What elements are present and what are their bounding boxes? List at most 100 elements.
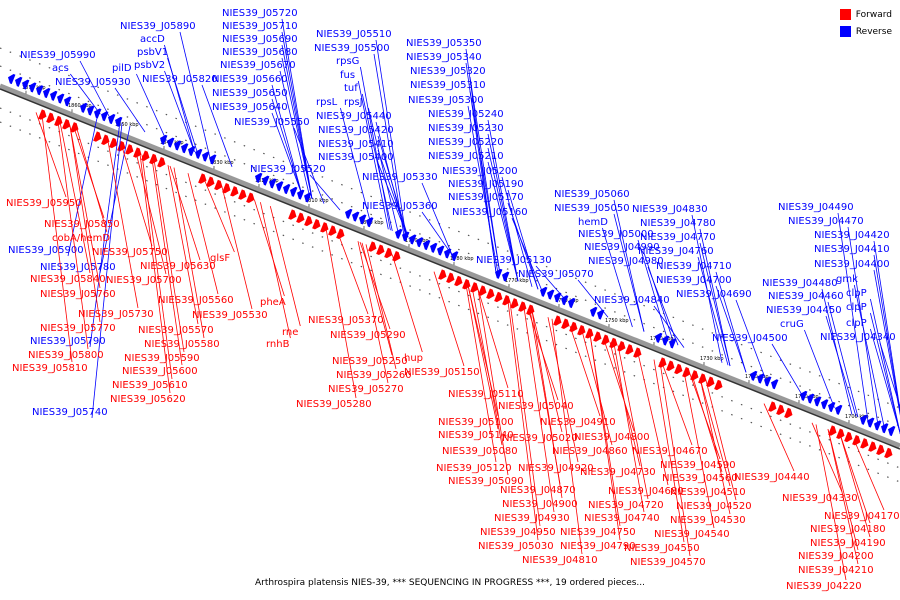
forward-leader-line [603, 339, 635, 432]
forward-gene-label: NIES39_J05950 [6, 198, 82, 209]
reverse-gene-label: NIES39_J05000 [578, 229, 654, 240]
forward-gene-arrow [54, 115, 63, 127]
reverse-gene-arrow [874, 420, 882, 431]
reverse-gene-label: NIES39_J05740 [32, 407, 108, 418]
reverse-gene-label: NIES39_J04400 [814, 259, 890, 270]
forward-gene-arrow [246, 192, 255, 203]
forward-gene-label: pheA [260, 297, 286, 308]
forward-gene-label: NIES39_J04740 [584, 513, 660, 524]
forward-gene-arrow [93, 131, 102, 142]
forward-gene-arrow [109, 137, 118, 149]
reverse-leader-line [853, 284, 885, 428]
reverse-gene-label: pilD [112, 63, 132, 74]
reverse-leader-line [99, 125, 131, 274]
forward-gene-arrow [296, 212, 305, 223]
forward-leader-line [551, 318, 583, 555]
reverse-leader-line [487, 161, 519, 282]
reverse-gene-label: NIES39_J05710 [222, 21, 298, 32]
forward-gene-label: NIES39_J05580 [144, 339, 220, 350]
forward-leader-line [637, 353, 669, 486]
reverse-leader-line [602, 227, 633, 328]
forward-gene-label: cobA/hemD [52, 233, 110, 244]
forward-leader-line [359, 241, 391, 330]
forward-leader-line [433, 271, 465, 367]
reverse-leader-line [870, 312, 900, 435]
reverse-leader-line [69, 73, 101, 115]
forward-leader-line [221, 186, 253, 310]
tick-label: 1720 kbp [745, 374, 769, 380]
reverse-gene-label: NIES39_J04690 [676, 289, 752, 300]
forward-leader-line [173, 167, 205, 339]
reverse-leader-line [79, 60, 111, 119]
forward-gene-label: NIES39_J04860 [552, 446, 628, 457]
reverse-leader-line [114, 87, 146, 133]
forward-gene-label: glsF [210, 253, 230, 264]
tick-label: 1800 kbp [360, 220, 384, 226]
forward-gene-label: NIES39_J04180 [810, 524, 886, 535]
forward-leader-line [827, 429, 859, 551]
tick-label: 1770 kbp [505, 278, 529, 284]
reverse-gene-arrow [262, 175, 270, 186]
legend-swatch-reverse [839, 26, 851, 37]
reverse-leader-line [613, 199, 645, 332]
reverse-leader-line [879, 342, 900, 408]
reverse-leader-line [271, 98, 303, 195]
reverse-gene-label: NIES39_J04700 [656, 275, 732, 286]
tick-label: 1740 kbp [650, 336, 674, 342]
reverse-gene-label: NIES39_J05060 [554, 189, 630, 200]
reverse-gene-label: NIES39_J05790 [30, 336, 106, 347]
forward-leader-line [839, 433, 871, 524]
reverse-gene-label: psbV1 [137, 47, 168, 58]
forward-leader-line [269, 206, 301, 327]
forward-gene-label: NIES39_J04950 [480, 527, 556, 538]
forward-leader-line [589, 333, 621, 541]
tick-label: 1750 kbp [605, 318, 629, 324]
forward-gene-label: NIES39_J05700 [106, 275, 182, 286]
forward-leader-line [811, 422, 843, 493]
reverse-leader-line [873, 269, 900, 416]
forward-gene-arrow [312, 218, 321, 230]
reverse-leader-line [715, 285, 747, 373]
reverse-gene-arrow [108, 114, 116, 125]
reverse-gene-arrow [64, 96, 72, 107]
forward-gene-arrow [617, 340, 626, 352]
forward-leader-line [471, 286, 503, 446]
forward-gene-label: rnhB [266, 339, 290, 350]
forward-leader-line [653, 359, 685, 543]
reverse-leader-line [89, 121, 121, 348]
forward-gene-arrow [336, 228, 345, 239]
reverse-gene-arrow [115, 116, 123, 127]
forward-leader-line [763, 403, 795, 472]
forward-leader-line [187, 173, 219, 295]
reverse-gene-label: NIES39_J05410 [318, 139, 394, 150]
reverse-gene-arrow [345, 208, 353, 219]
forward-gene-label: NIES39_J05250 [332, 356, 408, 367]
forward-gene-arrow [553, 315, 562, 326]
reverse-leader-line [870, 298, 900, 435]
reverse-gene-arrow [540, 286, 548, 297]
forward-gene-arrow [238, 189, 247, 200]
forward-gene-label: NIES39_J04560 [662, 473, 738, 484]
reverse-gene-label: NIES39_J04450 [766, 305, 842, 316]
forward-gene-arrow [625, 344, 634, 355]
forward-gene-label: NIES39_J05100 [438, 417, 514, 428]
forward-gene-arrow [46, 112, 55, 123]
reverse-gene-label: hemD [578, 217, 608, 228]
reverse-leader-line [179, 31, 211, 159]
reverse-gene-label: NIES39_J05720 [222, 8, 298, 19]
reverse-leader-line [771, 343, 803, 396]
reverse-gene-label: rpsL [316, 97, 338, 108]
forward-gene-label: NIES39_J04190 [810, 538, 886, 549]
reverse-leader-line [643, 252, 675, 344]
forward-gene-arrow [666, 360, 675, 371]
forward-leader-line [699, 377, 731, 487]
reverse-leader-line [281, 44, 313, 199]
forward-gene-arrow [304, 215, 313, 227]
forward-gene-label: NIES39_J04900 [502, 499, 578, 510]
reverse-gene-label: NIES39_J04460 [768, 291, 844, 302]
reverse-leader-line [281, 31, 313, 199]
reverse-gene-label: NIES39_J05550 [234, 117, 310, 128]
forward-gene-arrow [376, 244, 385, 255]
forward-leader-line [35, 112, 67, 198]
reverse-gene-label: NIES39_J05900 [8, 245, 84, 256]
